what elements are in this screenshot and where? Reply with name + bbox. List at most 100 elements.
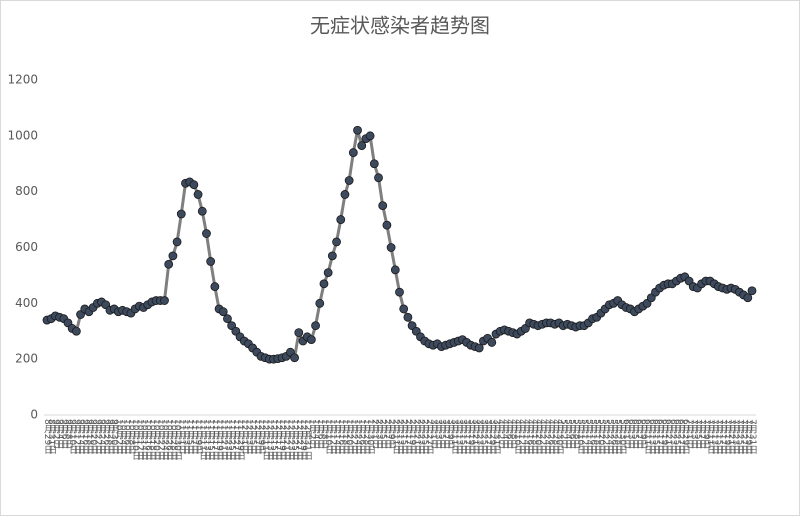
x-tick-label: 4月12日 [516,419,527,454]
x-tick-label: 4月14日 [520,419,531,454]
x-tick-label: 2月13日 [395,419,406,454]
x-tick-label: 4月22日 [537,419,548,454]
x-tick-label: 6月11日 [642,419,653,454]
x-tick-label: 2月9日 [386,419,397,448]
x-tick-label: 2月25日 [420,419,431,454]
x-tick-label: 2月27日 [424,419,435,454]
marker [403,312,413,322]
x-tick-label: 6月25日 [671,419,682,454]
x-tick-label: 10月26日 [164,419,175,460]
x-tick-label: 11月29日 [235,419,246,460]
marker [390,265,400,275]
x-tick-label: 12月21日 [281,419,292,460]
y-tick-label: 0 [30,408,38,422]
marker [160,296,169,305]
x-tick-label: 9月2日 [50,419,61,448]
marker [378,201,388,211]
x-tick-label: 6月17日 [655,419,666,454]
x-tick-label: 10月14日 [139,419,150,460]
x-tick-label: 7月13日 [709,419,720,454]
x-tick-label: 1月2日 [306,419,317,448]
marker [306,335,316,345]
x-tick-label: 9月28日 [105,419,116,454]
x-tick-label: 4月2日 [495,419,506,448]
x-tick-label: 9月26日 [101,419,112,454]
x-tick-label: 11月15日 [206,419,217,460]
x-tick-label: 7月11日 [705,419,716,454]
x-tick-label: 3月15日 [457,419,468,454]
x-tick-label: 12月25日 [290,419,301,460]
x-tick-label: 7月25日 [734,419,745,454]
x-tick-label: 7月19日 [722,419,733,454]
x-tick-label: 3月3日 [432,419,443,448]
marker [197,206,207,216]
x-tick-label: 7月21日 [726,419,737,454]
marker [315,298,325,308]
x-tick-label: 12月11日 [260,419,271,460]
marker [311,321,320,331]
x-tick-label: 12月17日 [273,419,284,460]
x-tick-label: 3月9日 [445,419,456,448]
x-tick-label: 10月4日 [118,419,128,454]
marker [210,282,220,291]
x-tick-label: 7月1日 [684,419,695,448]
x-tick-label: 11月7日 [189,419,200,454]
x-tick-label: 4月26日 [546,419,557,454]
x-tick-label: 12月31日 [302,419,313,460]
x-tick-label: 11月5日 [185,419,196,454]
x-tick-label: 5月8日 [571,419,582,448]
marker [353,125,362,135]
x-tick-label: 5月2日 [558,419,569,448]
marker [193,190,203,199]
marker [340,190,350,199]
x-tick-label: 7月7日 [697,419,708,448]
x-tick-label: 10月24日 [160,419,171,460]
marker [176,209,186,219]
x-tick-label: 4月20日 [533,419,544,454]
x-tick-label: 7月27日 [739,419,750,454]
marker [399,304,409,314]
x-tick-label: 1月6日 [315,419,326,448]
x-tick-label: 5月26日 [609,419,620,454]
x-tick-label: 11月25日 [227,419,238,460]
marker [164,259,174,269]
x-tick-label: 4月4日 [499,419,510,448]
x-tick-label: 2月11日 [390,419,401,454]
marker [474,343,484,353]
x-tick-label: 12月19日 [277,419,288,460]
x-tick-label: 2月17日 [403,419,414,454]
x-tick-label: 12月5日 [248,419,259,454]
x-tick-label: 6月23日 [667,419,678,454]
x-tick-label: 3月11日 [449,419,460,454]
x-tick-label: 10月6日 [122,419,133,454]
y-tick-label: 600 [15,240,38,254]
x-tick-label: 9月12日 [71,419,82,454]
marker [172,237,182,247]
marker [323,268,333,278]
x-tick-label: 5月20日 [596,419,607,454]
x-tick-label: 6月19日 [659,419,670,454]
x-tick-label: 3月29日 [487,419,498,454]
x-tick-label: 5月24日 [604,419,615,454]
x-tick-label: 3月23日 [474,419,485,454]
x-tick-label: 7月17日 [718,419,729,454]
marker [487,338,497,347]
x-tick-label: 12月3日 [243,419,254,454]
x-tick-label: 2月1日 [369,419,380,448]
marker [290,353,299,363]
y-tick-label: 400 [15,296,38,310]
x-tick-label: 10月12日 [134,419,145,460]
x-tick-label: 10月2日 [113,419,124,454]
marker [395,287,404,297]
x-tick-label: 7月3日 [688,419,699,448]
x-tick-label: 12月23日 [285,419,296,460]
x-tick-label: 6月7日 [634,419,645,448]
x-tick-label: 5月14日 [583,419,594,454]
x-tick-label: 9月22日 [92,419,103,454]
x-tick-label: 9月10日 [67,419,78,454]
x-tick-label: 7月29日 [743,419,754,454]
marker [348,148,358,157]
marker [386,243,396,252]
chart-title: 无症状感染者趋势图 [310,14,490,38]
marker [357,141,367,151]
